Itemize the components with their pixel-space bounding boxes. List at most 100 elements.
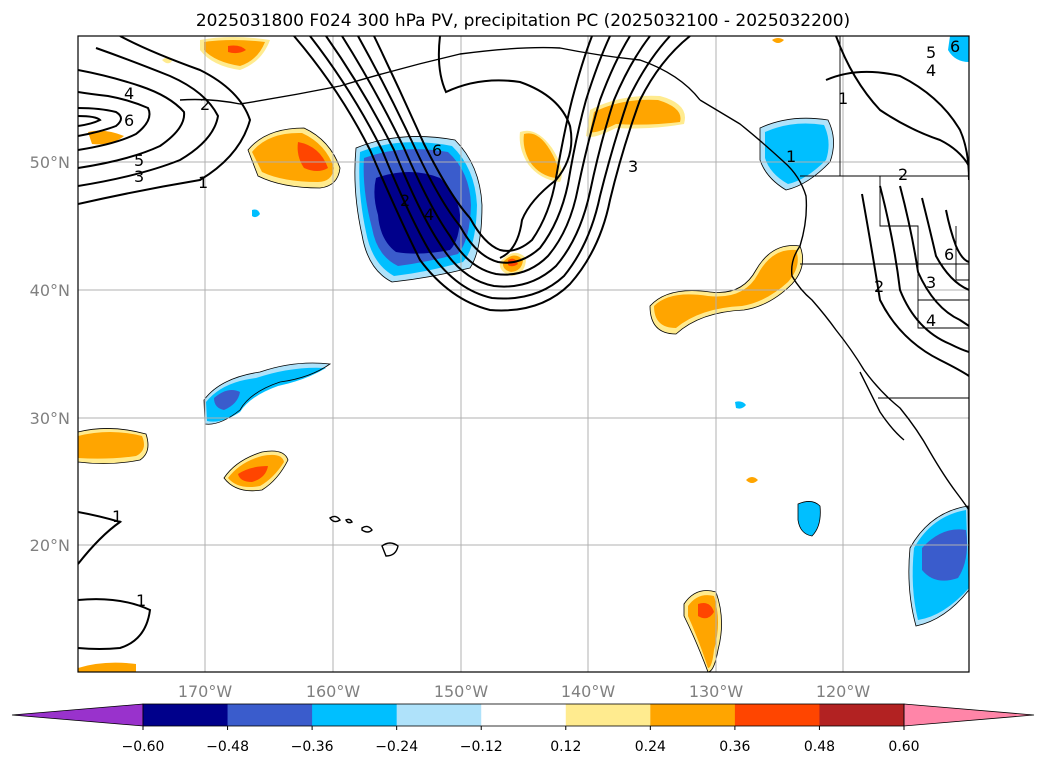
neg-anomaly-small-1: [798, 501, 821, 536]
pv-label-1-bc: 1: [786, 147, 796, 166]
hawaii-oahu: [345, 518, 353, 524]
precip-outline-layer: [78, 117, 969, 672]
pos-anomaly-small-dot: [746, 477, 758, 483]
pv-contour-east-3: [861, 193, 969, 377]
hawaii-big: [381, 542, 399, 557]
pv-label-1-east: 1: [838, 89, 848, 108]
pos-anomaly-bottom-core: [698, 603, 714, 619]
pos-anomaly-top-dot: [772, 38, 784, 43]
colorbar-bin-3: [396, 704, 482, 726]
colorbar-bin-7: [734, 704, 820, 726]
pv-label-2-east-b: 2: [874, 277, 884, 296]
colorbar-bin-5: [565, 704, 651, 726]
pv-contour-west-4: [78, 91, 151, 151]
lon-tick-120w: 120°W: [816, 682, 871, 701]
colorbar-tick-label-0: −0.60: [122, 739, 165, 755]
pv-contour-trough-4: [341, 36, 631, 276]
colorbar-bin-0: [143, 704, 229, 726]
colorbar-extend-high: [903, 703, 1035, 727]
lat-tick-labels: 50°N 40°N 30°N 20°N: [30, 153, 70, 555]
neg-anomaly-se-core: [922, 529, 967, 581]
lat-tick-30n: 30°N: [30, 409, 70, 428]
pv-label-5-ne: 5: [926, 43, 936, 62]
pv-contour-east-4: [879, 185, 969, 353]
pv-contour-ridge-loop: [437, 36, 573, 259]
pv-contour-west-1: [78, 36, 252, 205]
lon-tick-130w: 130°W: [689, 682, 744, 701]
pv-label-1-sw-a: 1: [112, 507, 122, 526]
pv-label-4-trough: 4: [424, 205, 434, 224]
lat-tick-50n: 50°N: [30, 153, 70, 172]
colorbar-bin-4: [481, 704, 567, 726]
pv-label-2-west: 2: [200, 95, 210, 114]
pos-anomaly-bottom-left: [78, 662, 136, 672]
pv-contour-trough-1: [293, 36, 691, 312]
colorbar-tick-label-9: 0.60: [888, 739, 919, 755]
pv-contour-east-6: [921, 197, 969, 291]
pv-label-4-west: 4: [124, 84, 134, 103]
pos-anomaly-w: [78, 432, 144, 459]
hawaii-kauai: [329, 515, 341, 523]
neg-anomaly-cp: [206, 367, 326, 422]
colorbar-tick-label-5: 0.12: [550, 739, 581, 755]
pv-contour-trough-2: [309, 36, 671, 300]
colorbar-extend-low: [11, 703, 144, 727]
colorbar-tick-label-2: −0.36: [291, 739, 334, 755]
pv-contour-east-7: [945, 209, 969, 263]
hawaii-maui: [361, 525, 373, 533]
pv-contour-west-2: [78, 47, 220, 187]
colorbar-frame: [142, 703, 905, 727]
lon-tick-labels: 170°W 160°W 150°W 140°W 130°W 120°W: [178, 682, 871, 701]
coastlines: [179, 46, 969, 557]
pv-contour-trough-6: [373, 36, 593, 252]
pos-anomaly-south-core: [238, 466, 268, 482]
pv-label-2-east: 2: [898, 165, 908, 184]
neg-anomaly-nw-corner: [948, 36, 969, 62]
colorbar-bin-8: [819, 704, 905, 726]
pv-label-3-east: 3: [926, 273, 936, 292]
colorbar-bin-6: [650, 704, 736, 726]
lon-tick-160w: 160°W: [306, 682, 361, 701]
colorbar-bin-2: [312, 704, 398, 726]
pv-contours: [78, 36, 969, 650]
colorbar-tick-label-3: −0.24: [375, 739, 418, 755]
colorbar-tick-label-6: 0.24: [635, 739, 666, 755]
pv-contour-trough-5: [357, 36, 611, 264]
neg-anomaly-cp-core: [214, 390, 240, 410]
colorbar-bin-1: [227, 704, 313, 726]
pos-anomaly-left-edge: [88, 130, 124, 145]
neg-anomaly-bc: [765, 123, 829, 184]
colorbar-tick-label-4: −0.12: [460, 739, 503, 755]
pv-label-3-west: 3: [134, 167, 144, 186]
aleutians: [179, 98, 241, 105]
map-panel: 4 2 6 5 3 1 6 2 4 3 1 5 4 6 1 2 2 3 6 4 …: [78, 36, 969, 672]
baja: [859, 371, 905, 441]
pv-label-6-ne: 6: [950, 37, 960, 56]
neg-anomaly-small-2: [735, 401, 746, 409]
chart-title: 2025031800 F024 300 hPa PV, precipitatio…: [196, 11, 850, 31]
pv-label-1-sw-b: 1: [136, 591, 146, 610]
lat-tick-40n: 40°N: [30, 281, 70, 300]
pv-label-2-trough: 2: [400, 191, 410, 210]
lon-tick-150w: 150°W: [434, 682, 489, 701]
pos-anomaly-gulf: [523, 133, 558, 178]
gridlines: [78, 36, 969, 672]
pv-contour-west-5: [78, 107, 122, 137]
pv-label-4-ne: 4: [926, 61, 936, 80]
na-west-coast: [699, 99, 969, 511]
colorbar: −0.60 −0.48 −0.36 −0.24 −0.12 0.12 0.24 0.36 0.4…: [11, 703, 1035, 755]
pv-contour-trough-3: [325, 36, 651, 288]
pv-label-6-east: 6: [944, 245, 954, 264]
pv-label-1-west: 1: [198, 173, 208, 192]
pv-contour-west-6: [78, 115, 102, 127]
pv-contour-east-5: [899, 185, 969, 327]
pv-label-6-west: 6: [124, 111, 134, 130]
pv-contour-east-2: [825, 70, 969, 181]
pos-anomaly-nw-core: [297, 142, 328, 171]
colorbar-tick-label-7: 0.36: [719, 739, 750, 755]
pv-label-3-gulf: 3: [628, 157, 638, 176]
pv-contour-sw-1: [78, 511, 123, 565]
pv-contour-west-3: [78, 69, 186, 169]
colorbar-tick-label-8: 0.48: [804, 739, 835, 755]
